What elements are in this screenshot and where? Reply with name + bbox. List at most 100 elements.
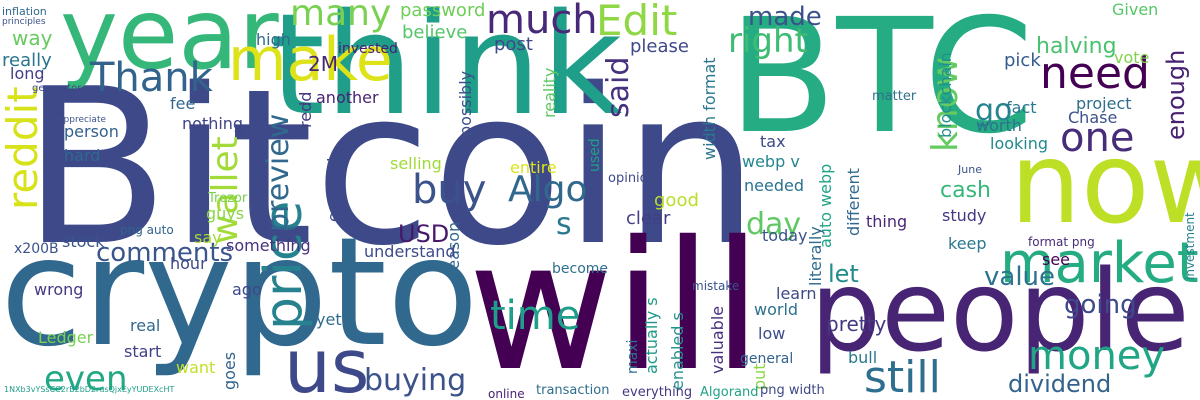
word-blockchain: blockchain xyxy=(936,52,955,138)
word-maxi: maxi xyxy=(625,339,641,374)
word-even: even xyxy=(44,359,128,399)
word-believe: believe xyxy=(402,22,468,43)
word-study: study xyxy=(942,206,987,225)
word-people: people xyxy=(810,247,1190,377)
word-possibly: possibly xyxy=(456,70,475,136)
word-redd: redd xyxy=(296,91,315,128)
word-wrong: wrong xyxy=(34,280,84,299)
word-world: world xyxy=(754,300,799,319)
word-year: year xyxy=(60,0,279,92)
word-start: start xyxy=(124,342,162,361)
word-value: value xyxy=(984,262,1056,292)
word-june: June xyxy=(958,163,982,176)
word-need: need xyxy=(1040,48,1150,99)
word-enabled-s: enabled s xyxy=(668,312,687,390)
word-go: go xyxy=(975,93,1013,128)
word-literally: literally xyxy=(806,226,825,286)
word-reddit: reddit xyxy=(0,86,47,210)
word-another: another xyxy=(316,88,379,107)
word-thing: thing xyxy=(866,212,908,231)
word-today: today xyxy=(762,226,808,245)
word-selling: selling xyxy=(390,154,442,173)
word-clear: clear xyxy=(626,208,671,229)
word-trezor: Trezor xyxy=(208,191,248,206)
word-fact: fact xyxy=(1006,98,1037,117)
word-png-width: png width xyxy=(760,383,825,398)
word-invested: invested xyxy=(338,41,398,57)
word-market: market xyxy=(1000,231,1199,296)
word-long: long xyxy=(10,64,45,83)
word-hour: hour xyxy=(170,254,207,273)
word-many: many xyxy=(290,0,392,34)
word-pick: pick xyxy=(1004,50,1041,71)
word-pretty: pretty xyxy=(826,312,887,336)
word-crypto: crypto xyxy=(0,206,479,380)
word-format-png: format png xyxy=(1028,235,1095,249)
word-general: general xyxy=(740,351,794,367)
word-ago: ago xyxy=(232,280,262,299)
word-really: really xyxy=(2,50,52,71)
word-please: please xyxy=(630,36,689,57)
word-fee: fee xyxy=(170,94,196,113)
word-nothing: nothing xyxy=(182,114,244,133)
word-matter: matter xyxy=(872,89,917,104)
word-valuable: valuable xyxy=(708,305,727,374)
word-vote: vote xyxy=(1114,48,1150,67)
word-investment: investment xyxy=(1183,212,1197,280)
word-edit: Edit xyxy=(596,0,678,45)
word-make: make xyxy=(228,25,393,95)
word-used: used xyxy=(587,138,603,172)
word-low: low xyxy=(758,324,786,343)
word-guys: guys xyxy=(206,204,245,223)
word-now: now xyxy=(1010,119,1200,249)
word-needed: needed xyxy=(744,176,804,195)
word-much: much xyxy=(486,0,598,43)
word-webp-v: webp v xyxy=(742,152,800,171)
word-time: time xyxy=(490,293,581,339)
word-buy: buy xyxy=(412,167,487,213)
word-opinion: opinion xyxy=(608,171,656,186)
word-let: let xyxy=(828,260,859,288)
word-day: day xyxy=(746,207,802,242)
word-bitcoin: Bitcoin xyxy=(22,42,760,293)
word-halving: halving xyxy=(1036,34,1117,59)
word-buying: buying xyxy=(364,363,467,398)
word-png-auto: png auto xyxy=(120,223,174,237)
word-said: said xyxy=(601,56,636,118)
word-different: different xyxy=(844,168,863,236)
word-want: want xyxy=(176,358,216,377)
word-person: person xyxy=(64,122,119,141)
word-bull: bull xyxy=(848,348,878,367)
word-everything: everything xyxy=(622,385,693,400)
word-appreciate: appreciate xyxy=(58,115,107,125)
word-say: say xyxy=(194,228,222,247)
word-post: post xyxy=(494,34,533,55)
word-transaction: transaction xyxy=(536,383,610,398)
word-reality: reality xyxy=(540,67,559,118)
word-understand: understand xyxy=(364,242,456,261)
word-something: something xyxy=(226,236,311,255)
word-will: will xyxy=(468,203,762,400)
word-chase: Chase xyxy=(1068,108,1118,127)
word-keep: keep xyxy=(948,234,987,253)
word-preview: preview xyxy=(261,113,296,232)
word-hard: hard xyxy=(64,146,101,165)
word-thank: Thank xyxy=(90,55,213,101)
word-inflation: inflation xyxy=(2,5,47,18)
word-think: think xyxy=(270,0,623,147)
word-looking: looking xyxy=(990,134,1049,153)
word-address: 1NXb3vYSsCC2rB2bD2rusQjxEyYUDEXcHT xyxy=(4,385,175,394)
word-btc: BTC xyxy=(728,0,1034,169)
word-principles: principles xyxy=(2,17,46,27)
word-going: going xyxy=(1064,290,1137,320)
word-enabled: enabled xyxy=(324,157,343,222)
word-right: right xyxy=(728,21,808,61)
word-still: still xyxy=(864,352,941,400)
word-width-format: width format xyxy=(700,57,719,160)
word-worth: worth xyxy=(976,116,1022,135)
word-given: Given xyxy=(1112,0,1159,19)
word-online: online xyxy=(488,387,525,400)
word-comments: comments xyxy=(96,238,234,268)
word-2m: 2M xyxy=(308,52,338,76)
